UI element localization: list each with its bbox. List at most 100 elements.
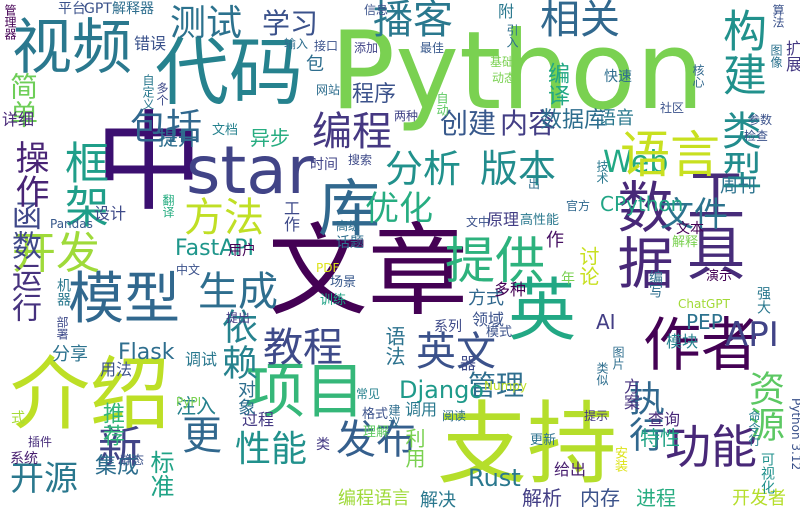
word-cloud-word: 附 <box>498 2 515 21</box>
word-cloud-word: 分享 <box>52 344 88 365</box>
word-cloud-word: 编译 <box>544 62 569 106</box>
word-cloud-word: Python 3.12 <box>789 398 800 471</box>
word-cloud-word: 视频 <box>12 13 132 83</box>
word-cloud-word: 算法 <box>771 4 785 28</box>
word-cloud-word: 最佳 <box>420 41 445 55</box>
word-cloud-word: 运行 <box>6 262 41 322</box>
word-cloud-word: 包括 <box>130 107 203 148</box>
word-cloud-word: 动态 <box>492 71 517 85</box>
word-cloud-word: 集成 <box>95 454 140 479</box>
word-cloud-word: 文本 <box>676 221 704 237</box>
word-cloud-word: 翻译 <box>161 194 175 218</box>
word-cloud-word: 解析 <box>522 486 562 510</box>
word-cloud-word: 式 <box>9 410 25 424</box>
word-cloud-word: 输入 <box>284 37 309 51</box>
word-cloud-word: 执行 <box>623 380 664 452</box>
word-cloud-word: 更新 <box>530 433 557 448</box>
word-cloud-word: 框架 <box>57 140 108 228</box>
word-cloud-word: 学习 <box>262 7 319 40</box>
word-cloud-word: 调试 <box>185 350 218 369</box>
word-cloud-word: 搜索 <box>348 153 373 167</box>
word-cloud-word: 性能 <box>235 429 308 470</box>
word-cloud-word: 版本 <box>480 147 557 191</box>
word-cloud-word: 高级 <box>336 219 361 233</box>
word-cloud-word: 测试 <box>170 3 243 44</box>
word-cloud-word: 详细 <box>2 110 35 129</box>
word-cloud-word: 支持 <box>437 392 617 497</box>
word-cloud-word: 解释器 <box>112 1 154 17</box>
word-cloud-word: 检查 <box>744 129 769 143</box>
word-cloud-word: 类 <box>316 437 330 453</box>
word-cloud-word: 解决 <box>420 490 456 511</box>
word-cloud-word: Python <box>330 9 705 134</box>
word-cloud-word: 中文 <box>176 263 201 277</box>
word-cloud-word: 给出 <box>554 460 587 479</box>
word-cloud-word: 管理器 <box>3 4 17 40</box>
word-cloud-word: 两种 <box>394 109 419 123</box>
word-cloud-word: 建议 <box>387 404 401 428</box>
word-cloud-word: 插件 <box>28 435 53 449</box>
word-cloud-word: 开源 <box>10 459 78 499</box>
word-cloud-word: 工作 <box>281 200 300 232</box>
word-cloud-word: 过程 <box>242 410 275 429</box>
word-cloud-word: 模型 <box>68 267 180 332</box>
word-cloud-word: 分析 <box>385 147 462 191</box>
word-cloud-word: API <box>725 315 779 355</box>
word-cloud-word: 机器 <box>55 278 71 306</box>
word-cloud-word: 文档 <box>212 123 239 138</box>
word-cloud-word: 文中 <box>466 215 491 229</box>
word-cloud-word: 对象 <box>235 380 256 416</box>
word-cloud-word: 提出 <box>226 311 251 325</box>
word-cloud-word: 介绍 <box>10 348 170 441</box>
word-cloud-word: 方法 <box>184 195 264 241</box>
word-cloud-word: 多个 <box>155 82 169 106</box>
word-cloud-word: 提示 <box>584 409 609 423</box>
word-cloud-word: 数据库 <box>540 108 607 133</box>
word-cloud-word: 部署 <box>55 316 69 340</box>
word-cloud-word: PyPI <box>176 395 202 409</box>
word-cloud-word: 英 <box>508 272 577 351</box>
word-cloud-word: PDF <box>316 261 340 275</box>
word-cloud-word: 领域 <box>472 310 505 329</box>
word-cloud-word: 类型 <box>715 110 761 190</box>
word-cloud-word: 提供 <box>445 232 545 290</box>
word-cloud-word: 命令行 <box>747 410 761 446</box>
word-cloud-word: 原理 <box>487 210 520 229</box>
word-cloud-word: 安装 <box>612 446 627 472</box>
word-cloud-word: 工具 <box>677 165 745 281</box>
word-cloud-word: 更 <box>182 413 222 459</box>
word-cloud-word: 自定义 <box>141 74 155 110</box>
word-cloud-word: 参数 <box>748 113 773 127</box>
word-cloud-word: 周刊 <box>720 176 756 197</box>
word-cloud-word: 作 <box>546 230 564 251</box>
word-cloud-word: 基础 <box>490 55 515 69</box>
word-cloud-word: 编程 <box>312 109 392 155</box>
word-cloud-word: 简单 <box>6 72 39 128</box>
word-cloud-word: 库 <box>318 172 381 245</box>
word-cloud-word: 操作 <box>9 140 49 208</box>
word-cloud-word: 程序 <box>352 82 397 107</box>
word-cloud-word: 年 <box>561 271 575 287</box>
word-cloud-word: 发布 <box>336 417 416 463</box>
word-cloud-word: 阅读 <box>442 409 467 423</box>
word-cloud-word: 训练 <box>320 293 347 308</box>
word-cloud-word: 扩展 <box>783 40 800 72</box>
word-cloud-word: 进程 <box>636 486 676 510</box>
word-cloud-word: 编程语言 <box>338 488 410 509</box>
word-cloud-word: 讨论 <box>576 246 600 286</box>
word-cloud-word: 添加 <box>354 41 379 55</box>
word-cloud-word: 静态 <box>120 453 145 467</box>
word-cloud-word: 解释 <box>672 235 699 250</box>
word-cloud-word: 错误 <box>134 34 167 53</box>
word-cloud-word: 技术 <box>595 160 609 184</box>
word-cloud-word: star <box>186 132 314 209</box>
word-cloud-word: 功能 <box>665 420 757 474</box>
word-cloud-word: 构建 <box>715 8 766 96</box>
word-cloud-word: 作者 <box>643 311 760 379</box>
word-cloud-word: 资源 <box>743 370 784 442</box>
word-cloud-word: 社区 <box>660 101 685 115</box>
word-cloud-word: 文章 <box>268 213 468 330</box>
word-cloud-word: 用法 <box>100 360 133 379</box>
word-cloud-word: 格式 <box>362 407 389 422</box>
